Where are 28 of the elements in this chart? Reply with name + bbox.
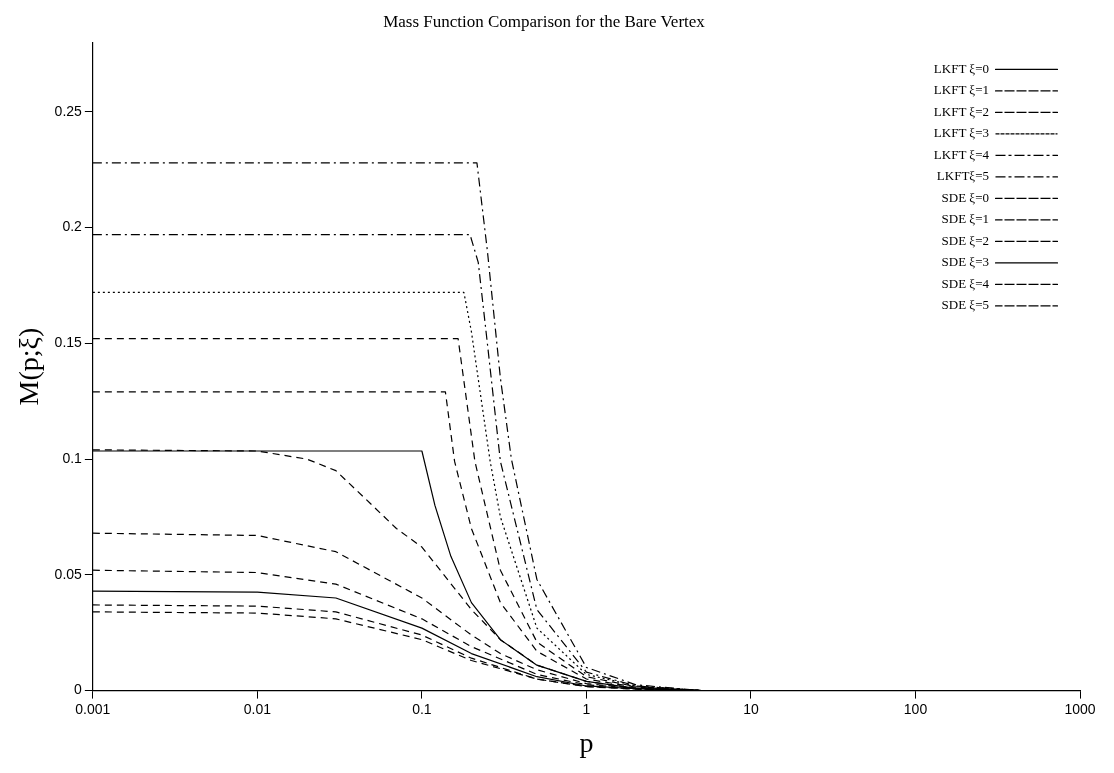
y-tick-label: 0.15 [54, 334, 83, 351]
legend-label: LKFT ξ=2 [933, 103, 989, 119]
legend-label: LKFT ξ=4 [933, 146, 990, 162]
x-tick-label: 0.01 [243, 700, 272, 717]
legend-label: LKFT ξ=0 [933, 60, 989, 76]
x-tick-label: 1000 [1064, 700, 1096, 717]
legend-label: LKFTξ=5 [936, 168, 989, 184]
legend-label: SDE ξ=4 [941, 275, 990, 291]
x-tick-label: 0.001 [75, 700, 111, 717]
y-tick-label: 0.1 [62, 449, 83, 466]
legend-label: LKFT ξ=1 [933, 82, 989, 98]
legend-label: SDE ξ=0 [941, 189, 989, 205]
chart-title: Mass Function Comparison for the Bare Vertex [383, 11, 706, 31]
y-axis-title: M(p;ξ) [13, 327, 45, 406]
legend-label: SDE ξ=5 [941, 297, 989, 313]
x-tick-label: 1 [582, 700, 591, 717]
x-axis-title: p [579, 726, 594, 758]
legend-label: SDE ξ=3 [941, 254, 989, 270]
x-tick-label: 100 [903, 700, 928, 717]
legend-label: SDE ξ=1 [941, 211, 989, 227]
legend-label: LKFT ξ=3 [933, 125, 989, 141]
y-tick-label: 0.25 [54, 102, 83, 119]
x-tick-label: 10 [743, 700, 759, 717]
y-tick-label: 0.2 [62, 218, 83, 235]
y-tick-label: 0 [74, 681, 83, 698]
legend-label: SDE ξ=2 [941, 232, 989, 248]
y-tick-label: 0.05 [54, 565, 83, 582]
x-tick-label: 0.1 [412, 700, 432, 717]
